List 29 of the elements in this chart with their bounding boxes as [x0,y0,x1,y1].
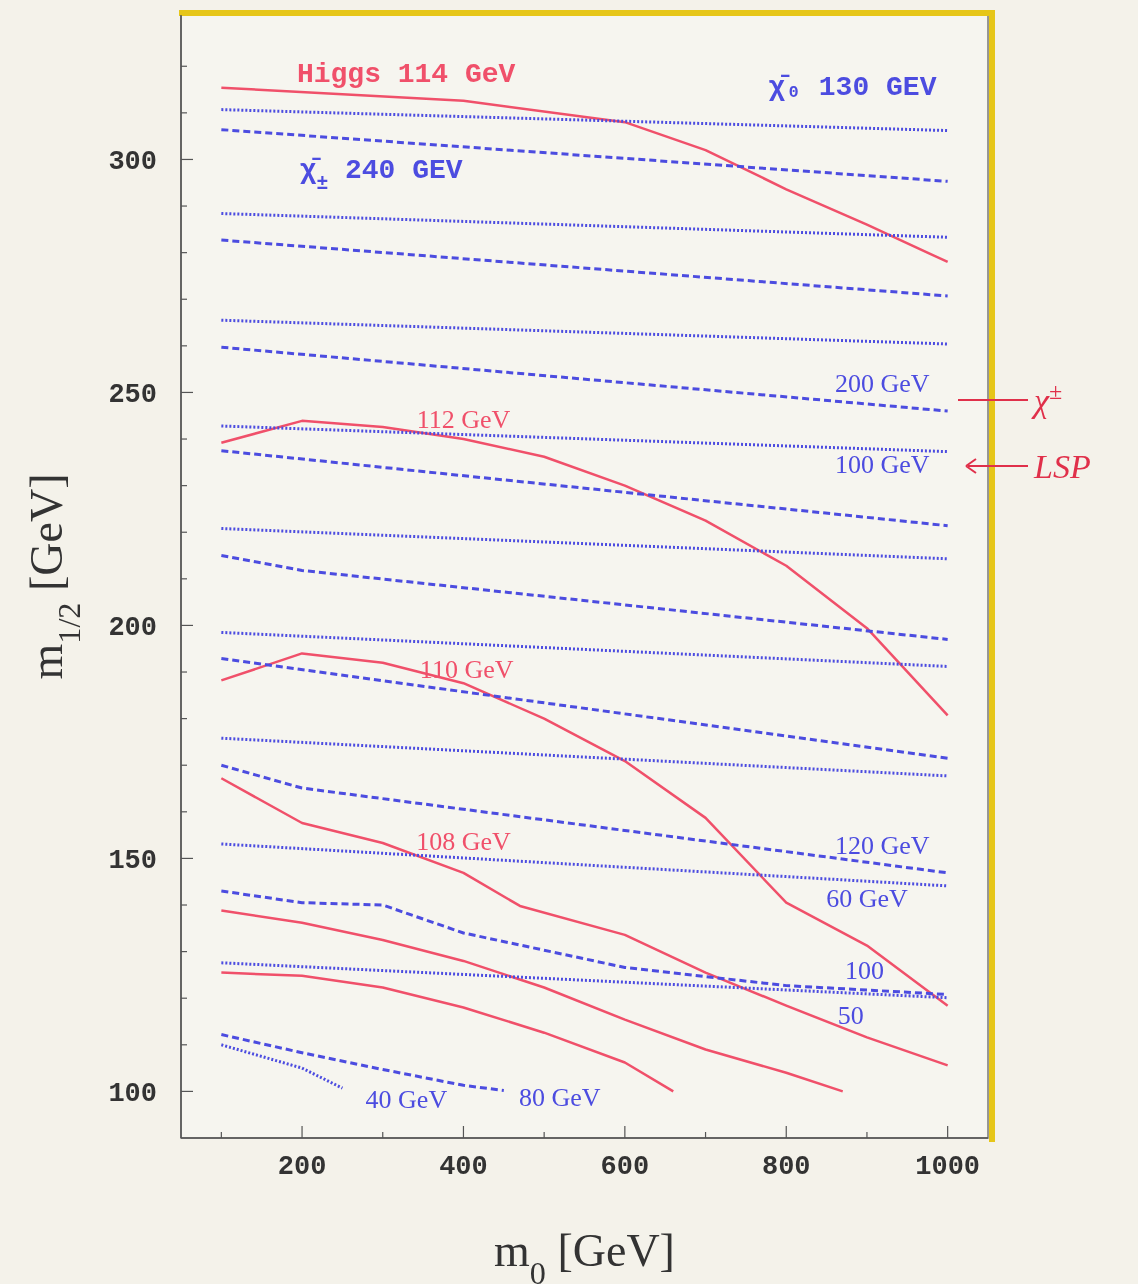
line-series [220,652,949,1007]
x-tick-label: 1000 [915,1152,981,1182]
series-label: 40 GeV [365,1085,448,1115]
x-tick-label: 200 [277,1152,327,1182]
x-tick-label: 400 [439,1152,488,1182]
line-series [220,777,949,1067]
x-axis-title: m$_{0}$ [GeV] [494,1225,675,1284]
series-label: 100 [845,956,885,986]
series-label: 60 GeV [826,884,908,914]
series-label: 112 GeV [416,405,511,435]
line-series [219,1033,506,1092]
x-tick-label: 600 [600,1152,650,1182]
series-label: 200 GeV [834,369,930,399]
text: LSP [1033,447,1091,485]
y-tick-label: 150 [108,845,157,876]
series-label: 108 GeV [416,826,511,856]
y-tick-label: 300 [108,146,157,177]
y-tick-label: 200 [108,612,157,643]
series-label: χ̄$_{±}$ 240 GEV [299,154,463,195]
series-label: 120 GeV [834,831,930,861]
series-label: 50 [837,1001,864,1031]
series-label: 100 GeV [834,450,930,480]
series-label: 80 GeV [519,1082,601,1112]
y-tick-label: 250 [108,379,157,410]
text: χ$^{±}$ [1031,377,1063,419]
x-tick-label: 800 [761,1152,811,1182]
series-label: Higgs 114 GeV [296,59,516,91]
series-label: χ̄₀ 130 GEV [768,71,937,103]
y-tick-label: 100 [108,1078,157,1109]
